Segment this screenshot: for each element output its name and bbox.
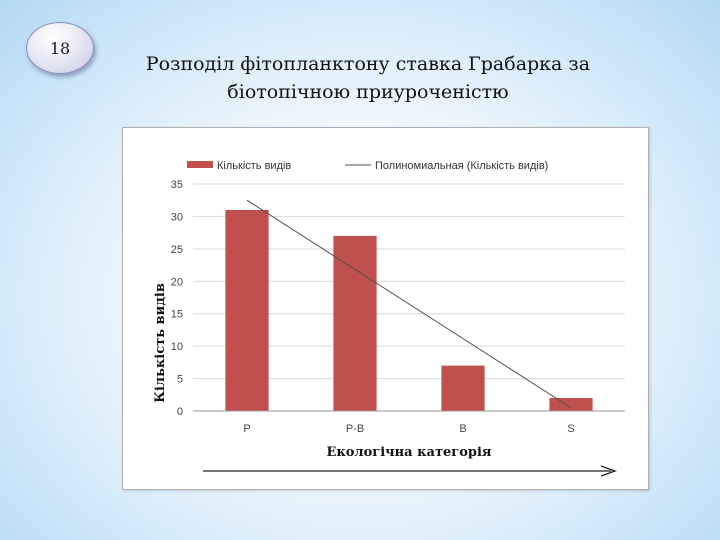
legend-bar-label: Кількість видів (217, 160, 291, 172)
axes: 0 5 10 15 20 25 30 35 P P-B B S (171, 179, 625, 435)
slide-title-line-1: Розподіл фітопланктону ставка Грабарка з… (145, 53, 591, 75)
bar (441, 365, 485, 411)
bar (225, 209, 269, 411)
trendline (246, 199, 572, 409)
slide-title: Розподіл фітопланктону ставка Грабарка з… (118, 50, 618, 106)
legend: Кількість видів Полиномиальная (Кількіст… (187, 160, 548, 172)
x-axis-arrow (203, 465, 617, 477)
y-tick-label: 30 (171, 211, 183, 223)
y-tick-label: 0 (177, 406, 183, 418)
trendline-layer (246, 199, 572, 409)
bar-chart: 0 5 10 15 20 25 30 35 P P-B B S Кількість видів Пол… (153, 160, 625, 477)
y-tick-label: 10 (171, 341, 183, 353)
bar (333, 235, 377, 411)
arrow-head (600, 465, 617, 477)
slide-title-line-2: біотопічною приуроченістю (227, 81, 509, 103)
legend-trendline-label: Полиномиальная (Кількість видів) (375, 160, 548, 172)
bar (549, 398, 593, 411)
legend-bar-swatch (187, 161, 213, 168)
x-tick-label: B (459, 423, 466, 435)
slide-number-badge: 18 (26, 22, 94, 74)
x-tick-label: P-B (346, 423, 364, 435)
x-tick-label: S (567, 423, 574, 435)
y-tick-label: 5 (177, 374, 183, 386)
y-tick-label: 35 (171, 179, 183, 191)
chart-frame: 0 5 10 15 20 25 30 35 P P-B B S Кількість видів Пол… (122, 127, 649, 490)
x-tick-label: P (243, 423, 250, 435)
bars (225, 209, 593, 411)
y-tick-label: 20 (171, 276, 183, 288)
slide-number: 18 (49, 38, 71, 58)
y-tick-label: 15 (171, 309, 183, 321)
y-tick-label: 25 (171, 244, 183, 256)
x-axis-title: Екологічна категорія (326, 445, 491, 460)
y-axis-title: Кількість видів (153, 283, 168, 403)
